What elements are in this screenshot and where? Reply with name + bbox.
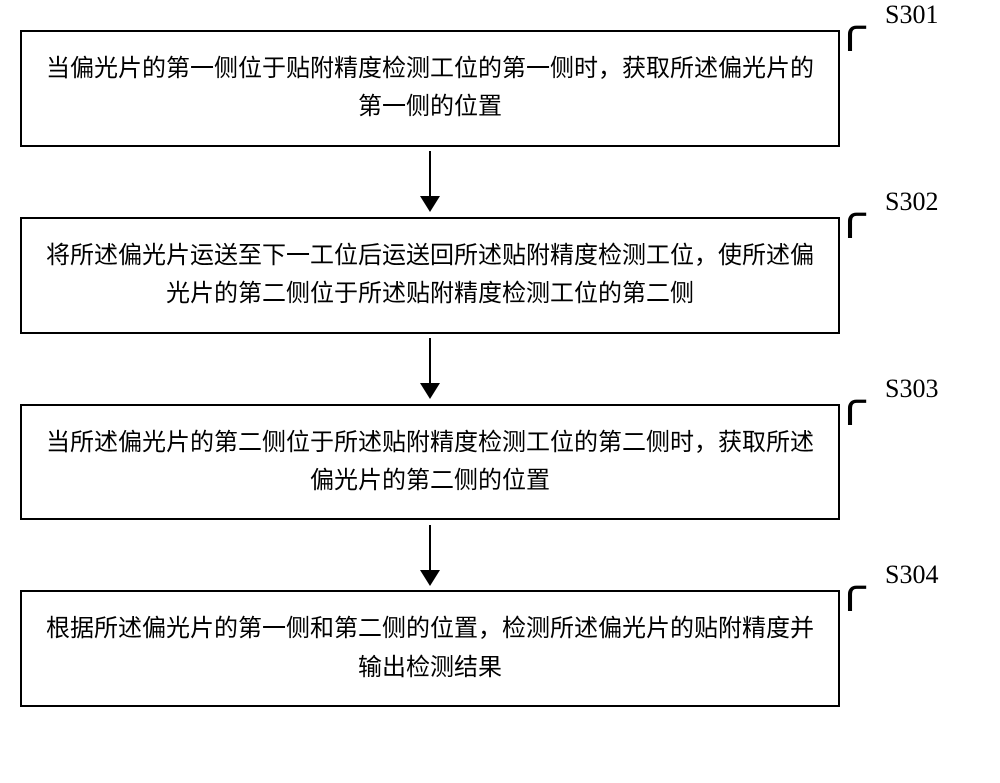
arrow-2	[420, 334, 440, 404]
arrow-line	[429, 338, 431, 383]
arrow-head	[420, 570, 440, 586]
step-1: 当偏光片的第一侧位于贴附精度检测工位的第一侧时，获取所述偏光片的第一侧的位置 ╭…	[20, 30, 980, 147]
arrow-line	[429, 151, 431, 196]
step-label-1: S301	[885, 0, 938, 30]
step-4: 根据所述偏光片的第一侧和第二侧的位置，检测所述偏光片的贴附精度并输出检测结果 ╭…	[20, 590, 980, 707]
step-box-2: 将所述偏光片运送至下一工位后运送回所述贴附精度检测工位，使所述偏光片的第二侧位于…	[20, 217, 840, 334]
step-2: 将所述偏光片运送至下一工位后运送回所述贴附精度检测工位，使所述偏光片的第二侧位于…	[20, 217, 980, 334]
step-text-1: 当偏光片的第一侧位于贴附精度检测工位的第一侧时，获取所述偏光片的第一侧的位置	[46, 56, 814, 120]
step-label-4: S304	[885, 560, 938, 590]
arrow-head	[420, 383, 440, 399]
connector-curve: ╭	[834, 8, 865, 48]
arrow-1	[420, 147, 440, 217]
step-box-3: 当所述偏光片的第二侧位于所述贴附精度检测工位的第二侧时，获取所述偏光片的第二侧的…	[20, 404, 840, 521]
step-text-4: 根据所述偏光片的第一侧和第二侧的位置，检测所述偏光片的贴附精度并输出检测结果	[46, 616, 814, 680]
step-label-2: S302	[885, 187, 938, 217]
step-text-2: 将所述偏光片运送至下一工位后运送回所述贴附精度检测工位，使所述偏光片的第二侧位于…	[46, 243, 814, 307]
flowchart-container: 当偏光片的第一侧位于贴附精度检测工位的第一侧时，获取所述偏光片的第一侧的位置 ╭…	[20, 30, 980, 707]
connector-curve: ╭	[834, 195, 865, 235]
step-label-3: S303	[885, 374, 938, 404]
step-3: 当所述偏光片的第二侧位于所述贴附精度检测工位的第二侧时，获取所述偏光片的第二侧的…	[20, 404, 980, 521]
connector-curve: ╭	[834, 568, 865, 608]
connector-curve: ╭	[834, 382, 865, 422]
arrow-line	[429, 525, 431, 570]
step-text-3: 当所述偏光片的第二侧位于所述贴附精度检测工位的第二侧时，获取所述偏光片的第二侧的…	[46, 430, 814, 494]
arrow-head	[420, 196, 440, 212]
step-box-4: 根据所述偏光片的第一侧和第二侧的位置，检测所述偏光片的贴附精度并输出检测结果	[20, 590, 840, 707]
step-box-1: 当偏光片的第一侧位于贴附精度检测工位的第一侧时，获取所述偏光片的第一侧的位置	[20, 30, 840, 147]
arrow-3	[420, 520, 440, 590]
